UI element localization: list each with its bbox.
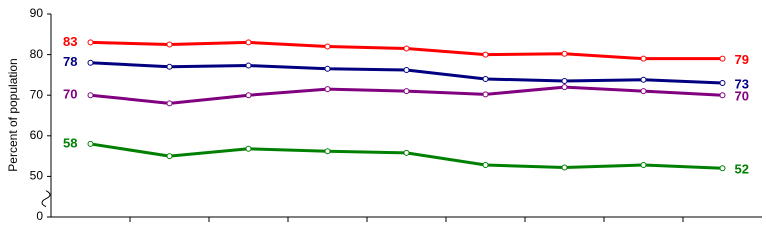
point — [640, 162, 647, 169]
point — [561, 50, 568, 57]
point — [403, 88, 410, 95]
value-label: 73 — [735, 76, 749, 91]
point — [640, 76, 647, 83]
y-tick-label: 50 — [30, 169, 44, 183]
point — [482, 162, 489, 169]
value-label: 70 — [735, 89, 749, 104]
value-label: 58 — [63, 135, 77, 150]
point — [719, 92, 726, 99]
point — [324, 86, 331, 93]
value-label: 83 — [63, 34, 77, 49]
point — [166, 100, 173, 107]
y-tick-label: 90 — [30, 6, 44, 20]
point — [324, 148, 331, 155]
point — [719, 165, 726, 172]
point — [561, 77, 568, 84]
y-tick-label: 70 — [30, 87, 44, 101]
line — [90, 142, 723, 170]
point — [87, 39, 94, 46]
value-label: 52 — [735, 162, 749, 177]
point — [719, 80, 726, 87]
y-tick-label: 80 — [30, 47, 44, 61]
point — [561, 164, 568, 171]
point — [166, 153, 173, 160]
point — [87, 140, 94, 147]
value-label: 79 — [735, 52, 749, 67]
point — [245, 62, 252, 69]
point — [245, 92, 252, 99]
y-tick-label: 60 — [30, 128, 44, 142]
point — [640, 88, 647, 95]
point — [482, 91, 489, 98]
point — [719, 55, 726, 62]
point — [403, 149, 410, 156]
point — [166, 41, 173, 48]
point — [561, 84, 568, 91]
chart: Percent of population 0 50 60 70 80 90 83 79 78 7… — [6, 6, 762, 223]
point — [166, 63, 173, 70]
y-tick-label: 0 — [36, 209, 43, 223]
point — [324, 65, 331, 72]
value-label: 70 — [63, 87, 77, 102]
point — [640, 55, 647, 62]
point — [324, 43, 331, 50]
point — [245, 145, 252, 152]
point — [403, 45, 410, 52]
point — [87, 92, 94, 99]
point — [482, 75, 489, 82]
y-axis-label: Percent of population — [6, 58, 20, 171]
point — [245, 39, 252, 46]
point — [403, 67, 410, 74]
point — [482, 51, 489, 58]
value-label: 78 — [63, 54, 77, 69]
axis-break — [41, 190, 51, 208]
point — [87, 59, 94, 66]
